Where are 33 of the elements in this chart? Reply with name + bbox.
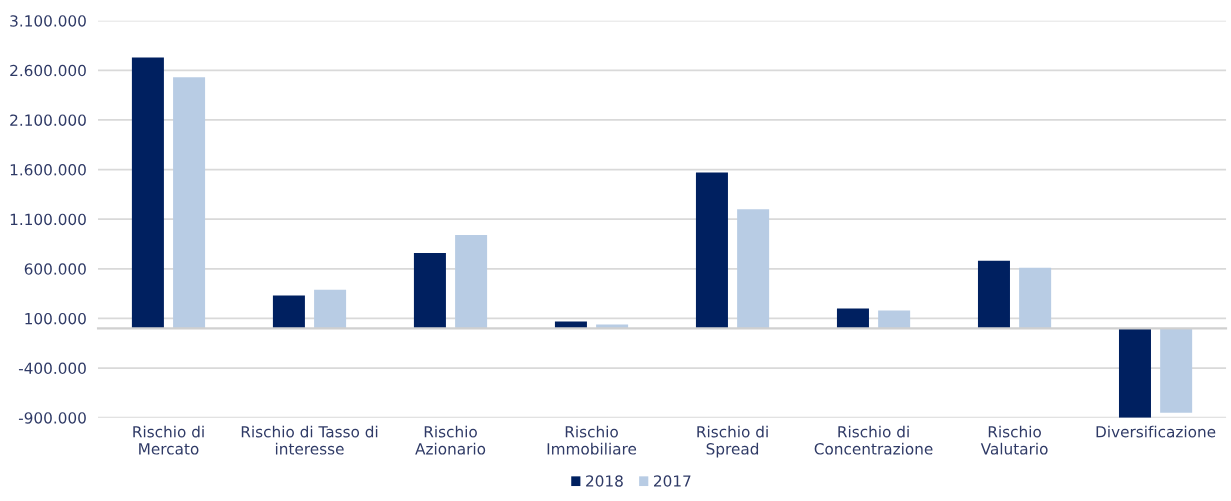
y-tick-label: 600.000 [24, 263, 86, 275]
bar [836, 308, 869, 329]
y-tick-label: 3.100.000 [10, 15, 86, 27]
bar [1118, 328, 1151, 418]
x-tick-label: Rischio di Tasso di interesse [241, 425, 378, 455]
x-tick-label: Diversificazione [1096, 425, 1216, 438]
bar [455, 235, 488, 329]
y-tick-label: 2.100.000 [10, 114, 86, 126]
bar [272, 295, 305, 329]
y-tick-label: -900.000 [18, 412, 86, 424]
x-tick-label: Rischio di Mercato [133, 425, 204, 455]
x-tick-label: Rischio Azionario [415, 425, 486, 455]
bar [695, 172, 728, 329]
legend-label: 2018 [586, 475, 623, 487]
y-tick-label: 1.600.000 [10, 164, 86, 176]
x-tick-label: Rischio di Concentrazione [814, 425, 933, 455]
y-tick-label: 2.600.000 [10, 64, 86, 77]
x-tick-label: Rischio Immobiliare [547, 425, 637, 455]
x-tick-label: Rischio di Spread [697, 425, 768, 458]
legend-label: 2017 [654, 475, 691, 487]
bar [314, 289, 347, 329]
bar [977, 260, 1010, 329]
x-tick-label: Rischio Valutario [980, 425, 1048, 455]
bar [131, 57, 164, 329]
bar [878, 310, 911, 329]
bar [1019, 267, 1052, 329]
bar [173, 77, 206, 329]
bar [413, 252, 446, 329]
y-tick-label: 1.100.000 [10, 213, 86, 226]
bar [1160, 328, 1193, 413]
bar [737, 209, 770, 329]
y-tick-label: -400.000 [18, 362, 86, 375]
y-tick-label: 100.000 [25, 312, 86, 325]
